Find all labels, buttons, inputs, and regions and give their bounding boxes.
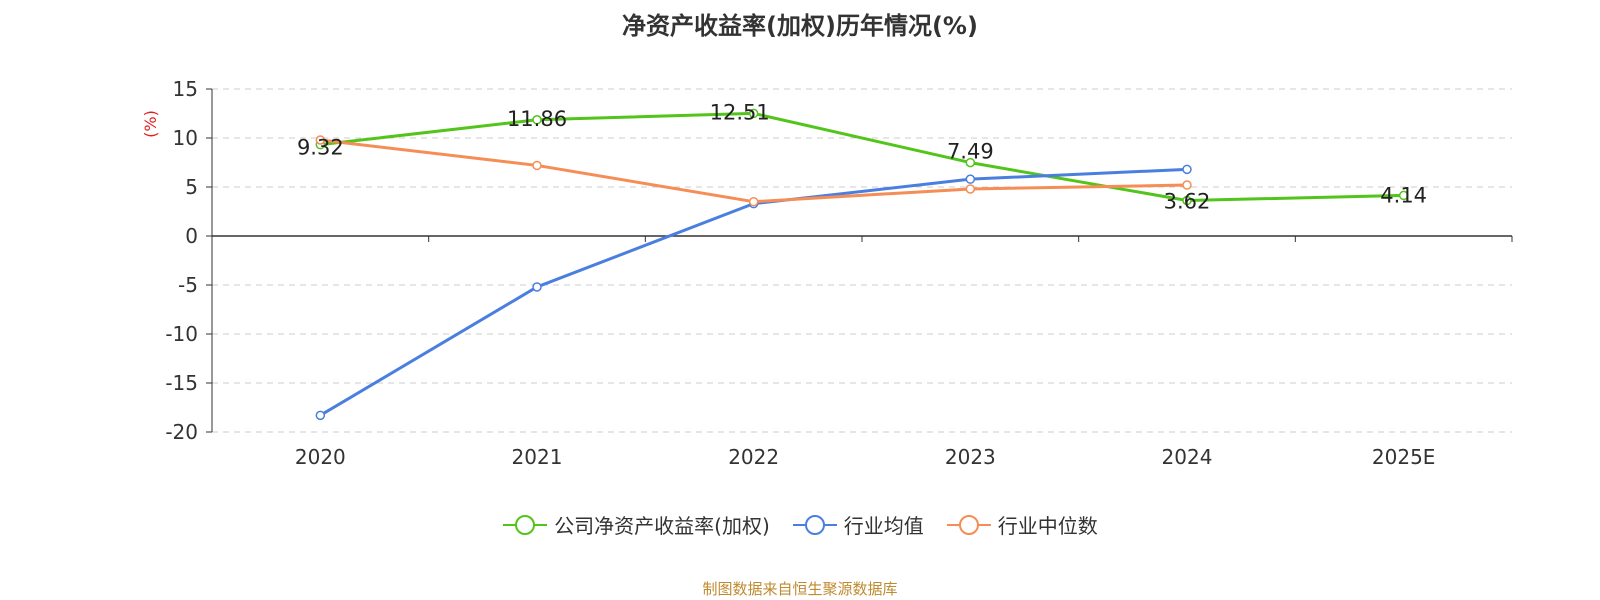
data-point [965,157,976,168]
data-point [532,282,542,292]
data-point [748,196,759,207]
data-label: 7.49 [947,140,994,164]
data-label: 9.32 [297,136,344,160]
legend-line-circle-icon [792,514,837,535]
data-label: 4.14 [1380,183,1427,207]
legend-label: 行业均值 [843,514,924,538]
y-tick-label: 5 [185,175,198,199]
y-tick-label: -5 [178,273,198,297]
data-point [315,135,326,145]
data-point [748,108,759,119]
data-point [1398,190,1409,201]
data-label: 11.86 [507,107,567,131]
legend: 公司净资产收益率(加权) 行业均值 行业中位数 [0,510,1600,539]
series-line [320,138,1188,204]
x-tick-label: 2025E [1372,445,1436,469]
chart-title: 净资产收益率(加权)历年情况(%) [622,12,978,40]
legend-label: 公司净资产收益率(加权) [554,514,770,538]
legend-item[interactable]: 公司净资产收益率(加权) [502,510,770,539]
x-tick-label: 2023 [945,445,996,469]
data-point [965,184,976,194]
data-point [1182,180,1192,190]
y-tick-label: 15 [173,77,198,101]
y-axis-label: (%) [141,110,160,138]
data-label: 12.51 [710,100,770,124]
data-point [1182,164,1192,175]
x-tick-label: 2024 [1162,445,1213,469]
legend-line-circle-icon [946,514,991,535]
x-tick-label: 2022 [728,445,779,469]
y-tick-label: -20 [165,420,198,444]
data-point [1182,195,1192,206]
y-tick-label: 10 [173,126,198,150]
y-tick-label: 0 [185,224,198,248]
data-point [532,160,542,171]
data-point [315,410,326,421]
series-line [320,111,1404,203]
data-point [532,115,542,125]
data-point [965,174,976,184]
line-chart: 15 10 5 0 -5 -10 -15 -20 (%) 2020 2021 2022 2023 2024… [141,77,1513,469]
legend-line-circle-icon [503,514,548,535]
legend-label: 行业中位数 [997,514,1098,538]
y-tick-label: -10 [165,322,198,346]
source-note: 制图数据来自恒生聚源数据库 [702,580,898,598]
y-tick-label: -15 [165,371,198,395]
legend-item[interactable]: 行业均值 [792,510,924,539]
x-tick-label: 2020 [295,445,346,469]
data-label: 3.62 [1164,190,1211,214]
legend-item[interactable]: 行业中位数 [946,510,1098,539]
x-tick-label: 2021 [512,445,563,469]
